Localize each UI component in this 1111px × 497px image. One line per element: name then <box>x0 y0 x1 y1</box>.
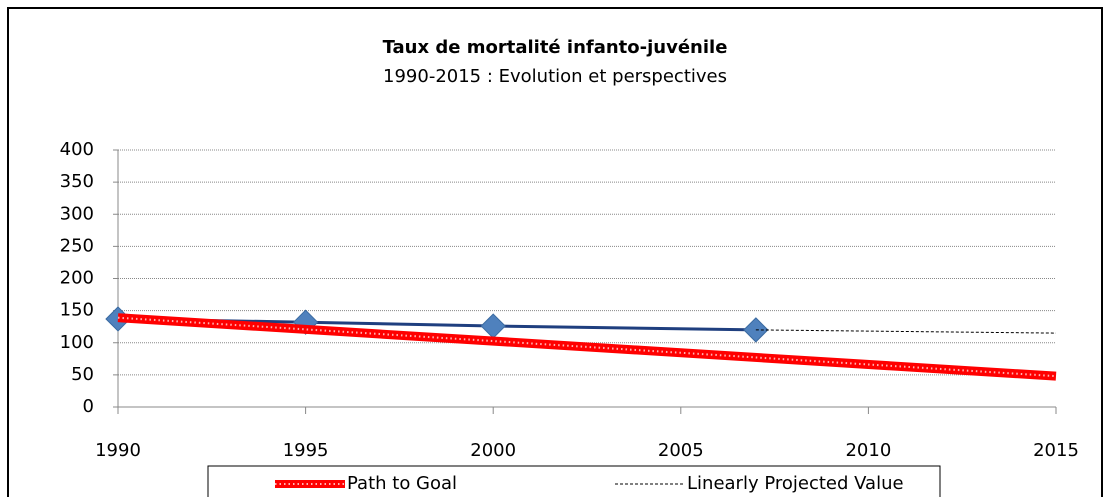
x-tick-label: 2010 <box>845 440 891 461</box>
y-tick-label: 300 <box>60 203 94 224</box>
legend-label: Linearly Projected Value <box>687 473 904 494</box>
x-tick-label: 2005 <box>658 440 704 461</box>
series-line <box>755 329 1057 334</box>
y-tick-label: 200 <box>60 268 94 289</box>
y-tick-label: 50 <box>71 364 94 385</box>
chart-subtitle: 1990-2015 : Evolution et perspectives <box>383 66 727 87</box>
legend-label: Path to Goal <box>347 473 457 494</box>
y-tick-label: 100 <box>60 332 94 353</box>
chart-title: Taux de mortalité infanto-juvénile <box>383 37 728 58</box>
chart-border <box>7 7 1103 497</box>
x-tick-label: 1995 <box>283 440 329 461</box>
x-tick-label: 2000 <box>470 440 516 461</box>
y-tick-label: 250 <box>60 235 94 256</box>
y-tick-label: 350 <box>60 171 94 192</box>
y-tick-label: 0 <box>83 396 94 417</box>
series-line-dots <box>117 316 1057 378</box>
y-tick-label: 150 <box>60 300 94 321</box>
x-tick-label: 1990 <box>95 440 141 461</box>
y-tick-label: 400 <box>60 139 94 160</box>
x-tick-label: 2015 <box>1033 440 1079 461</box>
